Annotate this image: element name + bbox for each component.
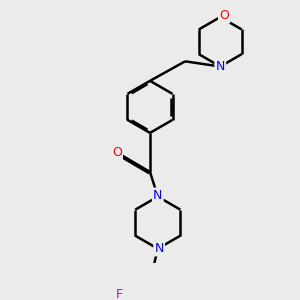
Text: N: N — [216, 60, 225, 73]
Text: O: O — [219, 9, 229, 22]
Text: N: N — [153, 189, 163, 202]
Text: O: O — [112, 146, 122, 159]
Text: N: N — [154, 242, 164, 255]
Text: F: F — [116, 288, 123, 300]
